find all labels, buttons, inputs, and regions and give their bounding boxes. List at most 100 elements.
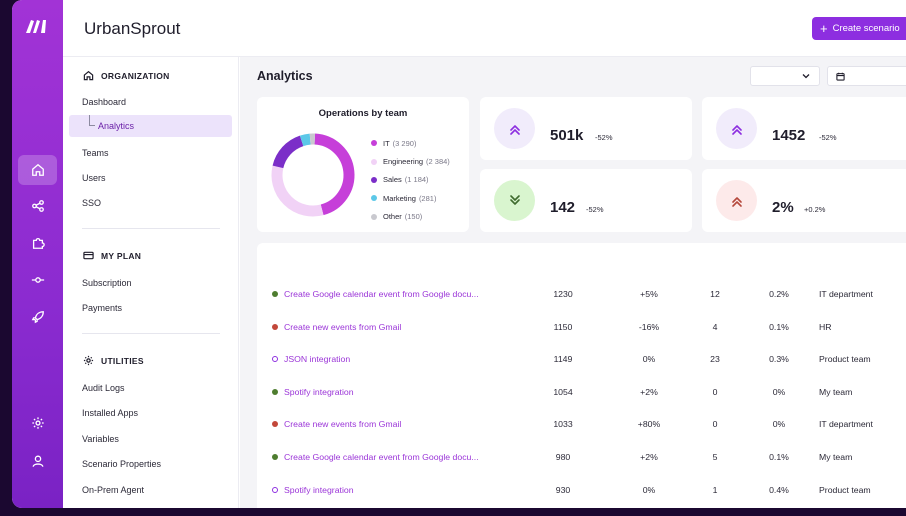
errors-cell: 23 (710, 354, 720, 365)
errors-cell: 0 (712, 386, 718, 397)
legend-dot (371, 213, 377, 220)
sidebar-item-installed-apps[interactable]: Installed Apps (82, 408, 139, 418)
date-picker[interactable] (827, 66, 906, 86)
section-title: MY PLAN (101, 250, 142, 261)
table-row[interactable]: Create Google calendar event from Google… (257, 285, 906, 305)
left-rail (12, 0, 63, 508)
section-my-plan: MY PLAN (83, 250, 141, 261)
legend-count: (150) (404, 212, 423, 222)
scenario-link[interactable]: Create new events from Gmail (284, 321, 402, 332)
rail-connections-button[interactable] (18, 265, 57, 295)
create-scenario-label: Create scenario (832, 23, 900, 34)
home-icon (31, 163, 44, 176)
change-cell: +2% (640, 386, 658, 397)
stat-card: 2% +0.2% (702, 169, 906, 232)
scenario-link[interactable]: JSON integration (284, 354, 351, 365)
page-title: Analytics (257, 69, 313, 83)
donut-slice-sales[interactable] (272, 135, 304, 169)
sidebar-item-sso[interactable]: SSO (82, 198, 102, 208)
donut-slice-it[interactable] (314, 133, 355, 216)
scenario-link[interactable]: Create new events from Gmail (284, 419, 402, 430)
legend-item-engineering: Engineering (2 384) (371, 152, 450, 170)
errors-cell: 1 (712, 484, 718, 495)
rail-profile-button[interactable] (18, 446, 57, 476)
donut-legend: IT (3 290) Engineering (2 384) Sales (1 184… (371, 134, 450, 226)
operations-cell: 1033 (553, 419, 573, 430)
donut-slice-marketing[interactable] (299, 133, 311, 147)
sidebar-item-analytics[interactable]: Analytics (69, 115, 232, 137)
sidebar: ORGANIZATION Dashboard Analytics Teams U… (63, 57, 239, 508)
error-rate-cell: 0.4% (769, 484, 789, 495)
sidebar-item-payments[interactable]: Payments (82, 303, 123, 313)
rail-settings-button[interactable] (18, 408, 57, 438)
sidebar-divider (82, 228, 220, 229)
card-title: Operations by team (318, 108, 408, 119)
credit-card-icon (83, 251, 94, 260)
stat-card: 1452 -52% (702, 97, 906, 160)
rail-home-button[interactable] (18, 155, 57, 185)
make-logo-icon[interactable] (24, 16, 50, 36)
table-row[interactable]: JSON integration 1149 0% 23 0.3% Product team (257, 350, 906, 370)
plus-icon: + (820, 21, 828, 36)
commit-icon (31, 277, 44, 283)
stat-value: 2% (772, 199, 794, 216)
legend-count: (281) (418, 193, 437, 203)
rail-launch-button[interactable] (18, 302, 57, 332)
legend-label: Engineering (383, 157, 424, 167)
sidebar-item-teams[interactable]: Teams (82, 148, 109, 158)
table-row[interactable]: Create new events from Gmail 1033 +80% 0 0% I… (257, 415, 906, 435)
sidebar-item-variables[interactable]: Variables (82, 434, 119, 444)
donut-slice-engineering[interactable] (271, 165, 324, 217)
error-rate-cell: 0% (772, 419, 786, 430)
team-cell: My team (819, 452, 853, 462)
scenario-link[interactable]: Create Google calendar event from Google… (284, 452, 479, 462)
gear-icon (83, 355, 94, 366)
change-cell: +5% (640, 289, 658, 299)
filter-select[interactable] (750, 66, 820, 86)
table-row[interactable]: Create new events from Gmail 1150 -16% 4 0.1… (257, 318, 906, 338)
home-icon (83, 70, 94, 81)
errors-cell: 5 (712, 452, 718, 462)
sidebar-item-audit-logs[interactable]: Audit Logs (82, 383, 125, 393)
main-content: Analytics Operations by team IT (3 290) E… (240, 57, 906, 508)
legend-item-other: Other (150) (371, 208, 450, 226)
scenario-link[interactable]: Spotify integration (284, 484, 354, 495)
team-cell: My team (819, 386, 853, 397)
sidebar-item-dashboard[interactable]: Dashboard (82, 97, 127, 107)
stat-icon-badge (716, 108, 757, 149)
sidebar-item-subscription[interactable]: Subscription (82, 278, 132, 288)
create-scenario-button[interactable]: + Create scenario (812, 17, 906, 40)
operations-cell: 1230 (553, 289, 573, 299)
error-rate-cell: 0.1% (769, 321, 789, 332)
sidebar-item-users[interactable]: Users (82, 173, 106, 183)
operations-donut-chart (271, 133, 355, 217)
team-cell: IT department (819, 289, 873, 299)
stat-value: 142 (550, 199, 576, 216)
status-dot (272, 356, 278, 363)
team-cell: IT department (819, 419, 873, 430)
status-dot (272, 388, 278, 395)
errors-cell: 4 (712, 321, 718, 332)
rail-share-button[interactable] (18, 191, 57, 221)
legend-label: Sales (383, 175, 402, 185)
scenario-link[interactable]: Create Google calendar event from Google… (284, 289, 479, 299)
sidebar-item-scenario-properties[interactable]: Scenario Properties (82, 459, 162, 469)
operations-cell: 1150 (553, 321, 573, 332)
error-rate-cell: 0.2% (769, 289, 789, 299)
calendar-icon (836, 72, 845, 81)
table-row[interactable]: Create Google calendar event from Google… (257, 448, 906, 468)
table-row[interactable]: Spotify integration 1054 +2% 0 0% My team (257, 383, 906, 403)
sidebar-item-on-prem-agent[interactable]: On-Prem Agent (82, 485, 145, 495)
operations-cell: 930 (555, 484, 571, 495)
change-cell: -16% (638, 321, 660, 332)
status-dot (272, 421, 278, 428)
legend-dot (371, 176, 377, 183)
scenario-link[interactable]: Spotify integration (284, 386, 354, 397)
error-rate-cell: 0.1% (769, 452, 789, 462)
legend-count: (3 290) (392, 138, 417, 148)
rail-apps-button[interactable] (18, 228, 57, 258)
table-row[interactable]: Spotify integration 930 0% 1 0.4% Product tea… (257, 481, 906, 501)
legend-count: (1 184) (404, 175, 429, 185)
top-bar: UrbanSprout + Create scenario (63, 0, 906, 57)
double-chevron-down-icon (509, 194, 520, 205)
